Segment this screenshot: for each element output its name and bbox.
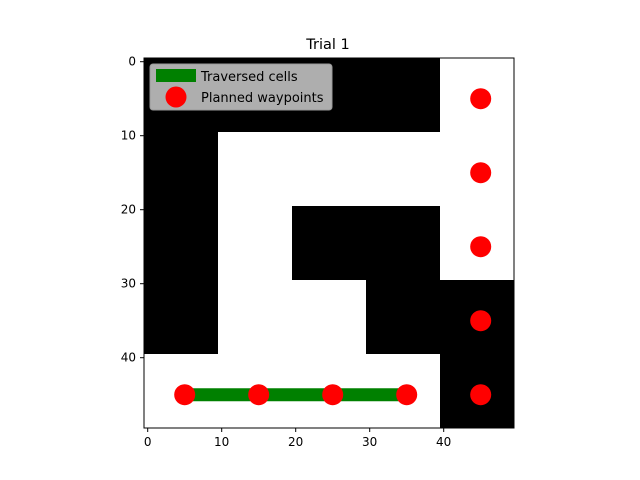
waypoint-marker (396, 384, 418, 406)
waypoint-marker (248, 384, 270, 406)
axes-layer: 0 10 20 30 40 0 10 20 30 40 (121, 55, 515, 449)
obstacle-region (440, 280, 514, 428)
y-tick-label: 10 (121, 129, 136, 143)
legend: Traversed cells Planned waypoints (149, 63, 333, 111)
legend-line-swatch (156, 69, 196, 82)
waypoint-marker (470, 310, 492, 332)
obstacle-layer (144, 58, 514, 428)
obstacle-region (144, 132, 218, 354)
y-tick-label: 30 (121, 277, 136, 291)
obstacle-region (366, 280, 440, 354)
legend-label: Traversed cells (200, 70, 298, 85)
x-tick-label: 0 (144, 435, 152, 449)
x-tick-label: 30 (362, 435, 377, 449)
axes-frame (143, 57, 515, 429)
x-tick-label: 10 (214, 435, 229, 449)
waypoint-marker (470, 236, 492, 258)
y-tick-label: 20 (121, 203, 136, 217)
y-tick-label: 40 (121, 351, 136, 365)
x-tick-label: 20 (288, 435, 303, 449)
waypoint-marker (470, 88, 492, 110)
series-layer (174, 88, 492, 406)
obstacle-region (292, 206, 440, 280)
y-tick-label: 0 (128, 55, 136, 69)
chart-title: Trial 1 (305, 37, 349, 53)
legend-marker-swatch (165, 86, 187, 108)
x-tick-label: 40 (436, 435, 451, 449)
legend-label: Planned waypoints (201, 91, 324, 106)
waypoint-marker (322, 384, 344, 406)
waypoint-marker (470, 162, 492, 184)
waypoint-marker (470, 384, 492, 406)
waypoint-marker (174, 384, 196, 406)
